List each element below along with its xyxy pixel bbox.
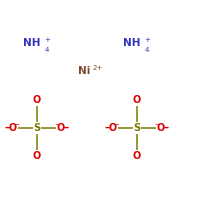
Text: −: − <box>55 121 59 126</box>
Text: O–: O– <box>56 123 70 133</box>
Text: 2+: 2+ <box>93 65 103 71</box>
Text: S: S <box>133 123 141 133</box>
Text: NH: NH <box>122 38 140 48</box>
Text: +: + <box>44 37 50 43</box>
Text: 4: 4 <box>45 47 49 53</box>
Text: O: O <box>133 151 141 161</box>
Text: O: O <box>133 95 141 105</box>
Text: O: O <box>33 95 41 105</box>
Text: O: O <box>33 151 41 161</box>
Text: −: − <box>115 121 119 126</box>
Text: −: − <box>155 121 159 126</box>
Text: 4: 4 <box>145 47 149 53</box>
Text: Ni: Ni <box>78 66 90 76</box>
Text: +: + <box>144 37 150 43</box>
Text: −: − <box>15 121 19 126</box>
Text: NH: NH <box>22 38 40 48</box>
Text: –O: –O <box>104 123 118 133</box>
Text: O–: O– <box>156 123 170 133</box>
Text: –O: –O <box>4 123 18 133</box>
Text: S: S <box>33 123 41 133</box>
